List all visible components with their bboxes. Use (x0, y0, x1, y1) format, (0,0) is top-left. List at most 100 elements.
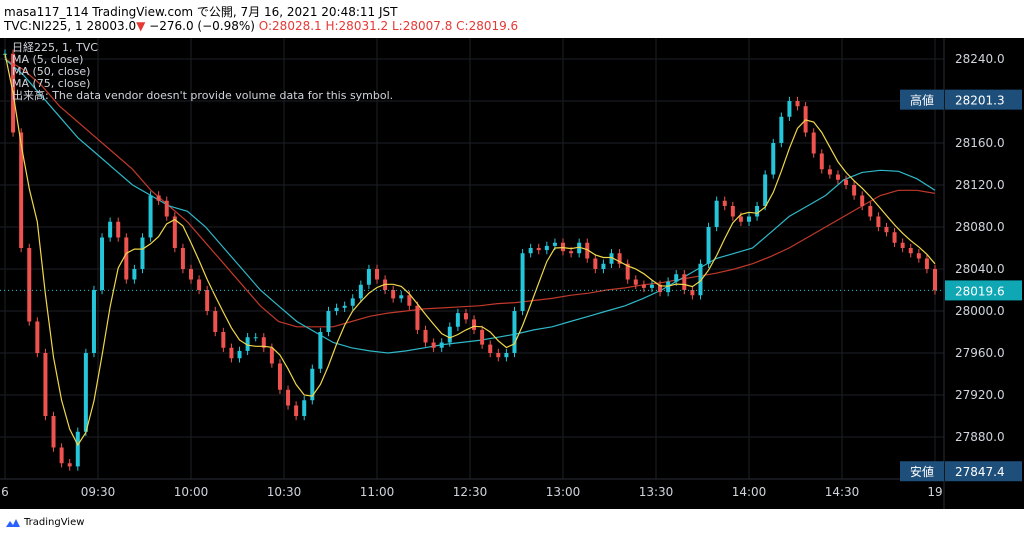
candle-body (819, 153, 824, 170)
candle-body (132, 269, 137, 280)
time-tick: 09:30 (81, 485, 116, 499)
grid-lines (0, 38, 944, 479)
high-name-bg (900, 89, 944, 110)
chart-legend: 日経225, 1, TVC MA (5, close) MA (50, clos… (12, 42, 393, 102)
legend-volume: 出来高: The data vendor doesn't provide vol… (12, 89, 394, 102)
candle-body (108, 221, 113, 238)
candle-body (488, 344, 493, 353)
candle-body (91, 290, 96, 353)
symbol-quote-line: TVC:NI225, 1 28003.0▼ −276.0 (−0.98%) O:… (4, 19, 518, 33)
candle-body (83, 353, 88, 432)
low-value: 27847.4 (955, 465, 1005, 479)
high-value: 28201.3 (955, 94, 1005, 108)
candle-body (625, 263, 630, 280)
price-tick: 28160.0 (955, 136, 1005, 150)
candle-body (221, 332, 226, 348)
candle-body (294, 405, 299, 416)
candle-body (27, 248, 32, 322)
candle-body (617, 253, 622, 264)
last-price-value: 28019.6 (955, 284, 1005, 298)
high-value-bg (945, 89, 1022, 110)
candle-body (884, 227, 889, 233)
time-tick: 13:30 (639, 485, 674, 499)
candle-body (714, 200, 719, 227)
candle-body (391, 290, 396, 299)
time-tick: 14:00 (732, 485, 767, 499)
candle-body (569, 251, 574, 254)
candle-body (536, 248, 541, 251)
time-tick: 11:00 (360, 485, 395, 499)
candle-body (706, 227, 711, 264)
price-tick: 28240.0 (955, 52, 1005, 66)
candle-body (916, 253, 921, 259)
candle-body (835, 174, 840, 180)
candle-body (124, 237, 129, 280)
candle-body (771, 143, 776, 175)
candle-body (504, 353, 509, 358)
low-value-bg (945, 461, 1022, 482)
down-arrow-icon: ▼ (136, 19, 146, 33)
candle-body (455, 313, 460, 327)
candle-body (722, 200, 727, 206)
candle-body (658, 284, 663, 293)
legend-ma50: MA (50, close) (12, 65, 91, 78)
candle-body (682, 274, 687, 290)
candle-body (302, 400, 307, 416)
price-tick: 27880.0 (955, 430, 1005, 444)
candle-body (633, 279, 638, 285)
candle-body (431, 342, 436, 348)
candle-body (213, 311, 218, 332)
candle-body (593, 258, 598, 269)
publish-header: masa117_114 TradingView.com で公開, 7月 16, … (0, 0, 1024, 38)
time-tick: 10:00 (174, 485, 209, 499)
low-name: 安値 (910, 464, 934, 479)
candle-body (520, 253, 525, 311)
candle-body (423, 329, 428, 343)
candle-body (876, 216, 881, 227)
candle-body (261, 337, 266, 348)
high-name: 高値 (910, 93, 934, 108)
footer-bar: TradingView (0, 509, 1024, 537)
candle-body (197, 279, 202, 290)
symbol-name: TVC:NI225, 1 (4, 19, 83, 33)
candle-body (544, 245, 549, 251)
candle-body (601, 263, 606, 269)
price-tick: 28040.0 (955, 262, 1005, 276)
candle-body (375, 269, 379, 280)
candle-body (852, 185, 857, 196)
candle-body (318, 332, 323, 369)
price-chart[interactable]: 28240.028200.028160.028120.028080.028040… (0, 38, 1024, 509)
candle-body (649, 284, 654, 288)
last-price-text: 28003.0 (86, 19, 137, 33)
candle-body (447, 326, 452, 343)
candle-body (366, 269, 371, 285)
candle-body (140, 237, 145, 269)
legend-title: 日経225, 1, TVC (12, 41, 98, 54)
candle-body (253, 337, 258, 339)
candle-body (674, 274, 679, 282)
price-tick: 28080.0 (955, 220, 1005, 234)
candle-body (463, 313, 468, 320)
candle-body (43, 353, 48, 416)
candle-body (148, 195, 153, 238)
price-axis-labels: 28240.028200.028160.028120.028080.028040… (955, 52, 1005, 444)
candle-body (666, 281, 671, 293)
publish-info: masa117_114 TradingView.com で公開, 7月 16, … (4, 5, 398, 19)
candle-body (900, 242, 905, 248)
candle-body (585, 242, 590, 259)
time-tick: 6 (1, 485, 9, 499)
candle-body (512, 311, 517, 353)
candle-body (67, 463, 72, 467)
candle-body (933, 269, 937, 291)
price-tick: 27920.0 (955, 388, 1005, 402)
candle-body (310, 368, 315, 401)
candle-body (286, 389, 291, 406)
time-tick: 10:30 (267, 485, 302, 499)
candle-body (350, 298, 355, 306)
time-tick: 14:30 (825, 485, 860, 499)
candle-body (326, 311, 331, 332)
candle-body (277, 363, 282, 390)
candle-body (787, 101, 792, 117)
candle-body (269, 347, 274, 364)
candle-body (827, 169, 832, 175)
